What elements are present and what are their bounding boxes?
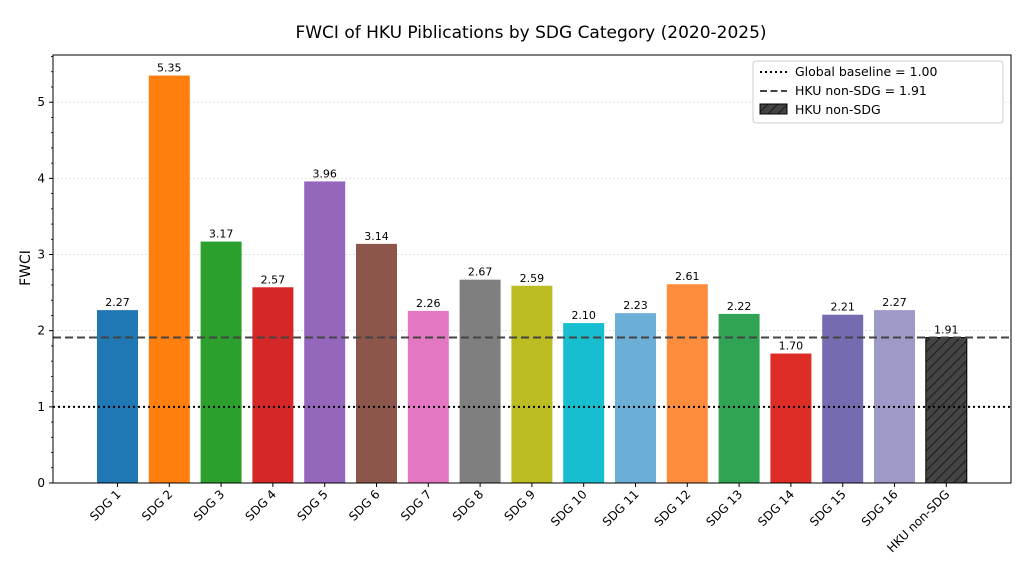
- bars: [97, 75, 968, 484]
- y-tick-label: 3: [37, 248, 45, 262]
- y-tick-label: 5: [37, 95, 45, 109]
- x-tick-label: SDG 15: [807, 487, 849, 529]
- chart-title: FWCI of HKU Piblications by SDG Category…: [295, 23, 766, 43]
- y-axis-label: FWCI: [18, 250, 34, 286]
- bar-value-label: 5.35: [157, 62, 182, 75]
- bar: [97, 310, 138, 483]
- legend-global-baseline-label: Global baseline = 1.00: [795, 64, 938, 79]
- bar: [874, 310, 915, 483]
- bar-value-label: 2.27: [882, 296, 907, 309]
- bar: [718, 313, 760, 483]
- bar: [770, 353, 812, 483]
- legend-non-sdg-line-label: HKU non-SDG = 1.91: [795, 83, 927, 98]
- bar: [407, 310, 449, 483]
- bar: [459, 279, 501, 483]
- bar: [148, 75, 190, 483]
- bar: [304, 181, 346, 483]
- bar-value-label: 1.70: [779, 340, 804, 353]
- bar-value-label: 2.27: [105, 296, 130, 309]
- bar-value-label: 1.91: [934, 324, 959, 337]
- data-labels: 2.27 5.35 3.17 2.57 3.96 3.14 2.26 2.67 2.59 2.10…: [105, 62, 958, 353]
- bar: [200, 241, 242, 483]
- reference-lines: [53, 336, 1011, 408]
- x-tick-label: SDG 3: [191, 487, 227, 523]
- x-tick-label: SDG 12: [652, 487, 694, 529]
- legend: Global baseline = 1.00 HKU non-SDG = 1.9…: [752, 60, 1004, 124]
- y-tick-label: 0: [37, 476, 45, 490]
- bar-value-label: 2.57: [261, 273, 286, 286]
- y-tick-label: 2: [37, 324, 45, 338]
- bar-value-label: 3.14: [364, 230, 389, 243]
- bar: [615, 313, 656, 483]
- bar-value-label: 3.17: [209, 228, 234, 241]
- bar-value-label: 2.59: [520, 272, 545, 285]
- bar-value-label: 2.26: [416, 297, 441, 310]
- y-axis: 0 1 2 3 4 5: [37, 56, 53, 490]
- x-tick-label: SDG 8: [450, 487, 486, 523]
- bar: [511, 285, 553, 483]
- x-tick-label: SDG 16: [859, 487, 901, 529]
- bar-value-label: 2.67: [468, 266, 493, 279]
- x-tick-label: SDG 14: [755, 487, 797, 529]
- x-tick-label: SDG 6: [346, 487, 382, 523]
- x-tick-label: SDG 1: [87, 487, 123, 523]
- legend-non-sdg-bar-swatch: [759, 103, 788, 115]
- x-tick-label: SDG 10: [548, 487, 590, 529]
- bar-value-label: 3.96: [312, 167, 337, 180]
- x-tick-label: SDG 2: [139, 487, 175, 523]
- x-tick-label: SDG 13: [703, 487, 745, 529]
- bar: [925, 337, 968, 484]
- bar-value-label: 2.61: [675, 270, 700, 283]
- bar-value-label: 2.10: [571, 309, 596, 322]
- x-tick-label: SDG 5: [294, 487, 330, 523]
- bar: [822, 314, 864, 483]
- x-tick-label: SDG 11: [600, 487, 642, 529]
- bar: [356, 243, 397, 483]
- bar-value-label: 2.21: [830, 301, 855, 314]
- bar: [252, 287, 294, 483]
- x-axis: SDG 1 SDG 2 SDG 3 SDG 4 SDG 5 SDG 6 SDG 7 SDG 8…: [87, 483, 952, 555]
- bar: [666, 284, 708, 483]
- bar-value-label: 2.22: [727, 300, 752, 313]
- legend-non-sdg-bar-label: HKU non-SDG: [795, 102, 881, 117]
- y-tick-label: 1: [37, 400, 45, 414]
- x-tick-label: SDG 4: [243, 487, 279, 523]
- bar: [563, 323, 605, 483]
- x-tick-label: SDG 7: [398, 487, 434, 523]
- x-tick-label: SDG 9: [502, 487, 538, 523]
- plot-frame: [52, 54, 1012, 484]
- bar-value-label: 2.23: [623, 299, 648, 312]
- legend-box: [752, 60, 1004, 124]
- y-tick-label: 4: [37, 171, 45, 185]
